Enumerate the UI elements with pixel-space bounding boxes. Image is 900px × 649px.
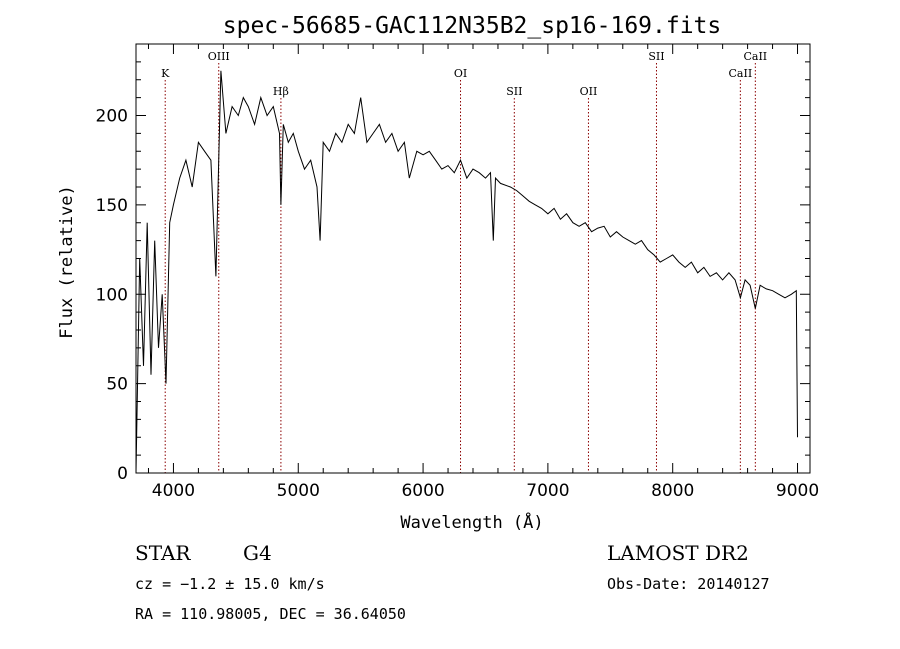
spectral-line-label: SII <box>648 50 664 63</box>
y-tick-label: 0 <box>117 464 128 484</box>
obs-date: Obs-Date: 20140127 <box>607 575 770 593</box>
spectral-line-label: OII <box>580 85 598 98</box>
x-tick-label: 6000 <box>401 481 444 501</box>
plot-area: K OIII Hβ OI SII OII SII CaII CaII 4000 5000 6000 70… <box>96 43 819 501</box>
y-tick-label: 100 <box>96 285 128 305</box>
spectral-line-label: K <box>161 67 170 80</box>
y-tick-label: 50 <box>106 375 128 395</box>
redshift-cz: cz = −1.2 ± 15.0 km/s <box>135 575 325 593</box>
y-tick-label: 200 <box>96 107 128 127</box>
object-class: STAR <box>135 541 191 565</box>
chart-title: spec-56685-GAC112N35B2_sp16-169.fits <box>223 13 722 39</box>
spectral-line-label: OI <box>454 67 467 80</box>
x-tick-label: 4000 <box>152 481 195 501</box>
object-subclass: G4 <box>243 541 272 565</box>
spectral-line-label: OIII <box>208 50 230 63</box>
y-tick-label: 150 <box>96 196 128 216</box>
x-tick-label: 8000 <box>651 481 694 501</box>
x-axis-label: Wavelength (Å) <box>400 511 543 533</box>
x-tick-label: 9000 <box>776 481 819 501</box>
x-tick-label: 7000 <box>526 481 569 501</box>
spectral-line-label: CaII <box>729 67 753 80</box>
plot-frame <box>135 43 811 474</box>
spectral-line-label: CaII <box>743 50 767 63</box>
y-axis-label: Flux (relative) <box>57 185 77 339</box>
spectrum-line <box>135 70 798 474</box>
survey-name: LAMOST DR2 <box>607 541 749 565</box>
ra-dec: RA = 110.98005, DEC = 36.64050 <box>135 605 406 623</box>
spectral-line-label: Hβ <box>273 85 289 98</box>
spectral-line-label: SII <box>506 85 522 98</box>
x-tick-label: 5000 <box>277 481 320 501</box>
